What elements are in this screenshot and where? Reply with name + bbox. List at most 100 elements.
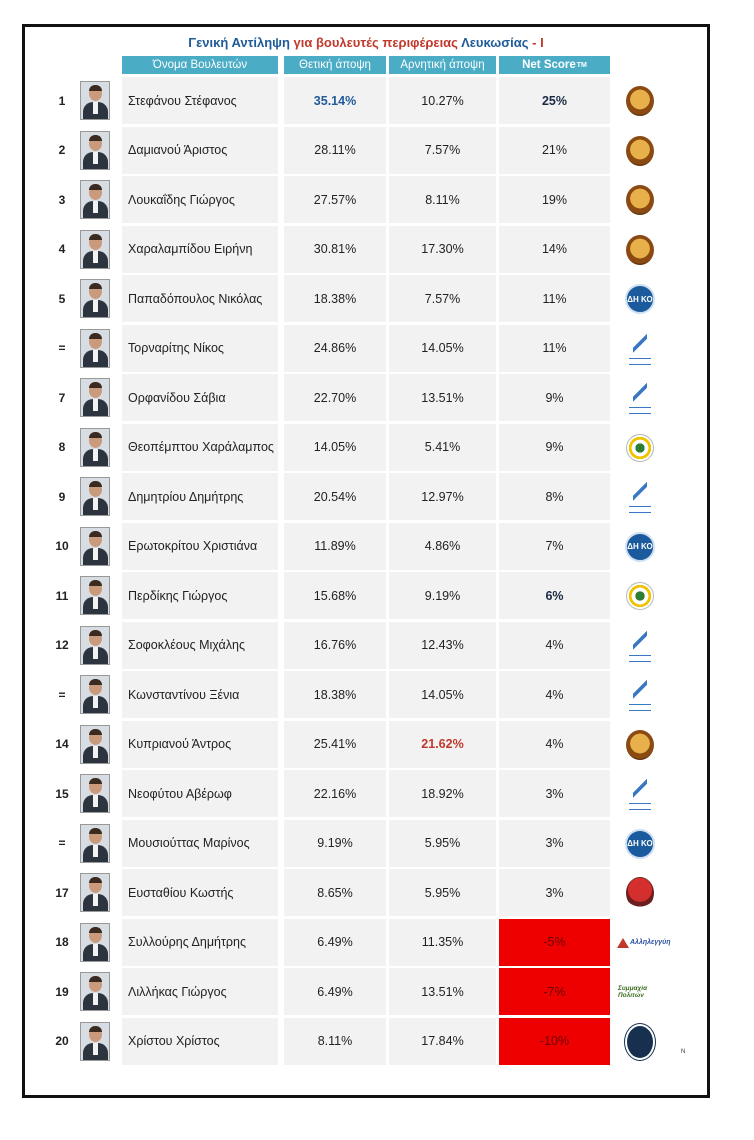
mp-name: Λουκαΐδης Γιώργος [122,176,278,223]
edek-logo [618,876,662,910]
positive-value: 24.86% [313,341,357,355]
rank-number: 12 [55,638,69,652]
positive-cell: 35.14% [284,77,386,124]
photo-shirt [93,498,98,510]
positive-value: 9.19% [317,836,353,850]
diko-emblem-icon: ΔΗ ΚΟ [625,284,655,314]
netscore-cell: 19% [499,176,610,223]
mp-photo [80,81,110,120]
positive-value: 16.76% [313,638,357,652]
netscore-value: 21% [541,143,568,157]
photo-hair [89,332,102,339]
mp-name-text: Νεοφύτου Αβέρωφ [128,786,232,801]
rank-number: 4 [58,242,66,256]
negative-value: 5.95% [424,885,461,900]
table-row: 18 Συλλούρης Δημήτρης 6.49% 11.35% -5% Αλληλε… [25,918,707,967]
netscore-cell: -5% [499,918,610,966]
photo-hair [89,530,102,537]
negative-value: 18.92% [421,786,464,801]
table-row: = Μουσιούττας Μαρίνος 9.19% 5.95% 3% ΔΗ ΚΟ [25,819,707,868]
netscore-value: 9% [545,390,564,405]
photo-hair [89,877,102,883]
netscore-value: -5% [543,935,566,949]
mp-name-text: Λουκαΐδης Γιώργος [128,192,235,207]
mp-name-text: Κωνσταντίνου Ξένια [128,687,240,702]
negative-cell: 5.41% [389,423,496,471]
positive-value: 18.38% [313,687,357,702]
positive-cell: 28.11% [284,126,386,174]
mp-photo [80,526,110,566]
photo-shirt [93,399,98,411]
netscore-value: 11% [542,341,567,355]
mp-name-text: Ερωτοκρίτου Χριστιάνα [128,539,258,553]
netscore-value: 4% [545,737,564,751]
netscore-cell: -7% [499,968,610,1015]
report-frame: Γενική Αντίληψη για βουλευτές περιφέρεια… [22,24,710,1098]
netscore-value: 3% [545,786,564,801]
mp-name: Δημητρίου Δημήτρης [122,473,278,520]
netscore-value: 14% [541,242,568,256]
netscore-value: -7% [543,984,566,999]
table-row: 10 Ερωτοκρίτου Χριστιάνα 11.89% 4.86% 7% ΔΗ Κ… [25,522,707,571]
netscore-value: 3% [545,885,564,900]
positive-cell: 6.49% [284,968,386,1015]
disy-emblem-icon [628,332,652,366]
title-part-2: για βουλευτές περιφέρειας [293,35,462,50]
header-name-label: Όνομα Βουλευτών [152,59,248,71]
negative-value: 17.30% [421,242,464,256]
photo-hair [89,580,102,586]
photo-hair [89,629,102,636]
positive-value: 14.05% [313,440,357,454]
netscore-value: 19% [541,192,568,207]
rank-number: 18 [55,935,69,949]
positive-value: 6.49% [317,935,353,949]
negative-cell: 5.95% [389,819,496,867]
positive-cell: 8.11% [284,1017,386,1065]
mp-name-text: Παπαδόπουλος Νικόλας [128,291,263,306]
photo-hair [89,233,102,240]
mp-name: Στεφάνου Στέφανος [122,77,278,124]
akel-logo [618,134,662,168]
photo-hair [89,976,102,982]
netscore-cell: 4% [499,621,610,669]
photo-shirt [93,448,98,461]
mp-name: Χαραλαμπίδου Ειρήνη [122,225,278,273]
photo-shirt [93,102,98,114]
negative-value: 4.86% [424,539,461,553]
rank-number: 10 [55,539,69,553]
photo-shirt [93,597,98,609]
photo-shirt [93,696,98,708]
mp-photo [80,576,110,615]
mp-photo [80,675,110,714]
diko-logo: ΔΗ ΚΟ [618,530,662,564]
positive-value: 18.38% [313,291,357,306]
mp-photo [80,328,110,368]
trademark-mark: TM [576,61,587,69]
rank-number: 9 [58,489,66,504]
symmachia-emblem-icon: Συμμαχία Πολιτών [618,985,648,999]
table-row: 5 Παπαδόπουλος Νικόλας 18.38% 7.57% 11% ΔΗ ΚΟ [25,274,707,323]
netscore-cell: 11% [499,275,610,322]
negative-value: 5.95% [424,836,461,850]
greens-emblem-icon [626,582,654,610]
table-row: = Τορναρίτης Νίκος 24.86% 14.05% 11% [25,324,707,373]
netscore-cell: 9% [499,423,610,471]
photo-hair [89,926,102,933]
diko-emblem-icon: ΔΗ ΚΟ [625,828,655,859]
diko-logo: ΔΗ ΚΟ [618,827,662,861]
netscore-cell: -10% [499,1017,610,1065]
negative-value: 11.35% [421,935,464,949]
photo-shirt [93,894,98,906]
mp-name-text: Μουσιούττας Μαρίνος [128,836,250,850]
mp-photo [80,922,110,962]
rank-number: 17 [55,885,69,900]
positive-cell: 9.19% [284,819,386,867]
negative-cell: 18.92% [389,770,496,817]
photo-shirt [93,795,98,807]
mp-name: Παπαδόπουλος Νικόλας [122,275,278,322]
positive-cell: 30.81% [284,225,386,273]
greens-emblem-icon [626,433,654,462]
mp-photo [80,427,110,467]
photo-hair [89,431,102,438]
mp-name: Λιλλήκας Γιώργος [122,968,278,1015]
